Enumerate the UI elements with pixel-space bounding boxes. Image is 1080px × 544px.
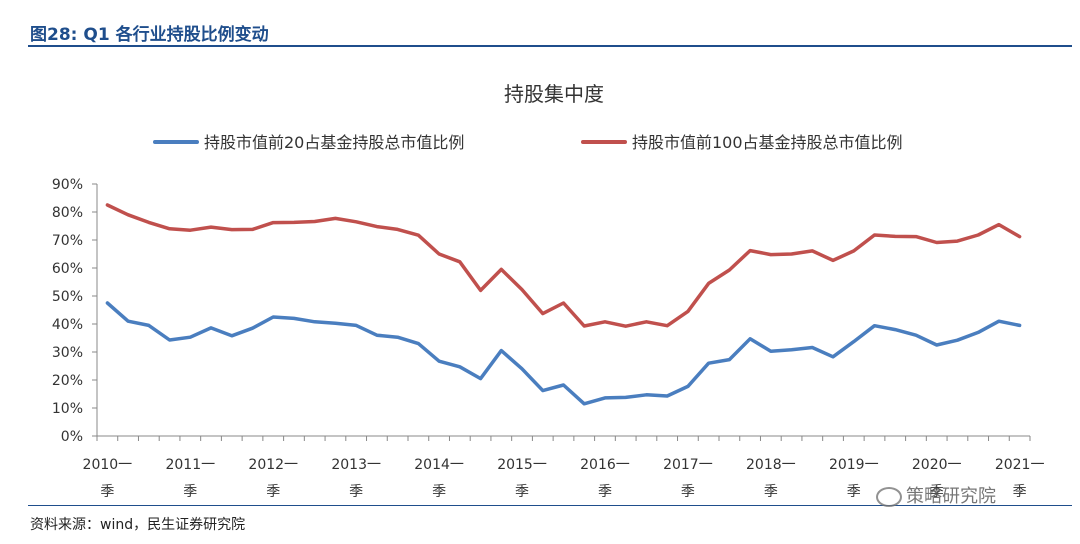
chart-title: 持股集中度 xyxy=(504,82,604,106)
source-note: 资料来源：wind，民生证券研究院 xyxy=(30,517,246,533)
legend-label-1: 持股市值前20占基金持股总市值比例 xyxy=(204,133,464,152)
x-tick-label: 2021一 xyxy=(995,457,1045,473)
x-tick-label: 季 xyxy=(432,484,446,500)
y-tick-label: 50% xyxy=(52,289,83,305)
x-tick-label: 2020一 xyxy=(912,457,962,473)
x-tick-label: 季 xyxy=(100,484,114,500)
series-line-1 xyxy=(105,301,1022,406)
figure-title: 图28: Q1 各行业持股比例变动 xyxy=(30,25,269,45)
x-tick-label: 2016一 xyxy=(580,457,630,473)
footer-divider xyxy=(28,505,1072,506)
x-tick-label: 2019一 xyxy=(829,457,879,473)
x-tick-label: 2010一 xyxy=(83,457,133,473)
x-tick-label: 2018一 xyxy=(746,457,796,473)
x-tick-label: 2014一 xyxy=(414,457,464,473)
x-tick-label: 季 xyxy=(266,484,280,500)
x-tick-label: 季 xyxy=(183,484,197,500)
chart-series xyxy=(105,203,1022,406)
x-tick-label: 2017一 xyxy=(663,457,713,473)
series-line-2 xyxy=(105,203,1022,328)
x-tick-label: 季 xyxy=(1013,484,1027,500)
y-tick-label: 90% xyxy=(52,177,83,193)
x-tick-label: 季 xyxy=(598,484,612,500)
y-tick-label: 80% xyxy=(52,205,83,221)
y-tick-label: 10% xyxy=(52,401,83,417)
x-tick-label: 2013一 xyxy=(331,457,381,473)
y-tick-label: 20% xyxy=(52,373,83,389)
x-tick-label: 2011一 xyxy=(165,457,215,473)
watermark-text: 策略研究院 xyxy=(906,486,996,507)
wechat-icon xyxy=(876,487,902,507)
x-tick-label: 季 xyxy=(349,484,363,500)
x-tick-label: 2012一 xyxy=(248,457,298,473)
x-tick-label: 2015一 xyxy=(497,457,547,473)
x-tick-label: 季 xyxy=(930,484,944,500)
y-tick-label: 30% xyxy=(52,345,83,361)
y-tick-label: 70% xyxy=(52,233,83,249)
legend-label-2: 持股市值前100占基金持股总市值比例 xyxy=(632,133,903,152)
x-tick-label: 季 xyxy=(764,484,778,500)
x-tick-label: 季 xyxy=(681,484,695,500)
watermark: 策略研究院 xyxy=(876,482,996,508)
x-tick-label: 季 xyxy=(847,484,861,500)
y-tick-label: 40% xyxy=(52,317,83,333)
chart-legend: 持股市值前20占基金持股总市值比例 持股市值前100占基金持股总市值比例 xyxy=(153,133,903,152)
title-divider xyxy=(28,45,1072,47)
x-tick-label: 季 xyxy=(515,484,529,500)
y-tick-label: 0% xyxy=(61,429,83,445)
y-tick-label: 60% xyxy=(52,261,83,277)
